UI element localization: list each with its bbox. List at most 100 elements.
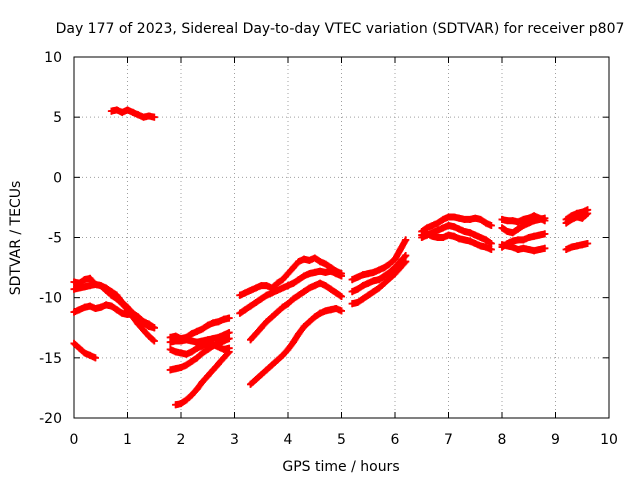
data-point: [86, 351, 94, 359]
data-point: [166, 366, 174, 374]
data-point: [225, 348, 233, 356]
data-point: [396, 246, 404, 254]
data-point: [471, 231, 479, 239]
data-point: [225, 335, 233, 343]
data-point: [316, 267, 324, 275]
data-point: [338, 272, 345, 280]
data-point: [375, 284, 383, 292]
data-point: [402, 252, 410, 260]
data-point: [150, 337, 158, 345]
axis-ticks: [73, 56, 610, 419]
data-point: [380, 264, 388, 272]
data-point: [364, 291, 372, 299]
data-point: [461, 236, 469, 244]
data-point: [311, 282, 319, 290]
data-point: [145, 320, 153, 328]
data-point: [535, 215, 543, 223]
y-tick-label: -15: [39, 351, 62, 367]
data-point: [220, 354, 228, 362]
data-point: [252, 298, 260, 306]
data-point: [370, 277, 378, 285]
data-point: [225, 314, 233, 322]
y-tick-label: 10: [44, 50, 62, 66]
data-point: [541, 230, 549, 238]
data-point: [188, 391, 196, 399]
data-point: [75, 306, 83, 314]
data-point: [279, 284, 287, 292]
data-point: [279, 351, 287, 359]
data-point: [97, 303, 105, 311]
data-point: [321, 307, 329, 315]
series-arc-09: [166, 335, 233, 374]
series-arc-17: [348, 258, 410, 308]
data-point: [86, 282, 94, 290]
data-point: [450, 232, 458, 240]
data-point: [113, 291, 121, 299]
data-point: [573, 213, 581, 221]
data-point: [327, 285, 335, 293]
data-point: [204, 372, 212, 380]
data-point: [166, 338, 174, 346]
data-point: [284, 300, 292, 308]
data-point: [498, 224, 506, 232]
data-point: [354, 285, 362, 293]
data-point: [140, 113, 148, 121]
data-point: [193, 338, 201, 346]
data-point: [348, 288, 356, 296]
data-point: [145, 112, 153, 120]
data-point: [305, 256, 313, 264]
data-point: [311, 254, 319, 262]
y-tick-label: -5: [48, 231, 62, 247]
data-point: [118, 309, 126, 317]
data-point: [193, 327, 201, 335]
data-point: [316, 258, 324, 266]
data-point: [578, 214, 586, 222]
data-point: [129, 309, 137, 317]
data-point: [220, 331, 228, 339]
series-arc-10: [172, 348, 233, 409]
series-arc-21: [498, 212, 549, 226]
data-point: [509, 243, 517, 251]
data-point: [268, 289, 276, 297]
series-arc-20: [418, 230, 495, 254]
data-point: [70, 339, 78, 347]
data-point: [289, 338, 297, 346]
data-point: [300, 323, 308, 331]
data-point: [311, 268, 319, 276]
data-point: [402, 258, 410, 266]
data-point: [177, 349, 185, 357]
data-point: [305, 318, 313, 326]
data-point: [439, 234, 447, 241]
y-tick-label: -10: [39, 291, 62, 307]
data-point: [81, 303, 89, 311]
data-point: [289, 264, 297, 272]
data-point: [247, 336, 255, 344]
series-arc-27: [562, 240, 592, 254]
data-point: [182, 350, 190, 358]
data-point: [332, 289, 340, 297]
data-point: [204, 321, 212, 329]
data-point: [391, 270, 399, 278]
data-point: [338, 292, 345, 300]
y-tick-label: 5: [53, 110, 62, 126]
series-arc-02: [107, 106, 158, 121]
data-point: [509, 237, 517, 245]
data-point: [525, 219, 533, 227]
data-point: [102, 284, 110, 292]
data-point: [573, 242, 581, 250]
data-point: [541, 214, 549, 222]
data-point: [188, 337, 196, 345]
data-point: [113, 306, 121, 314]
data-point: [466, 215, 474, 223]
data-point: [434, 219, 442, 227]
series-arc-14: [247, 304, 345, 388]
data-point: [145, 332, 153, 340]
x-tick-label: 9: [551, 432, 560, 448]
series-arc-22: [498, 214, 549, 237]
data-point: [129, 108, 137, 116]
data-point: [530, 247, 538, 255]
data-point: [519, 215, 527, 223]
data-point: [263, 366, 271, 374]
data-point: [279, 276, 287, 284]
data-point: [391, 255, 399, 263]
